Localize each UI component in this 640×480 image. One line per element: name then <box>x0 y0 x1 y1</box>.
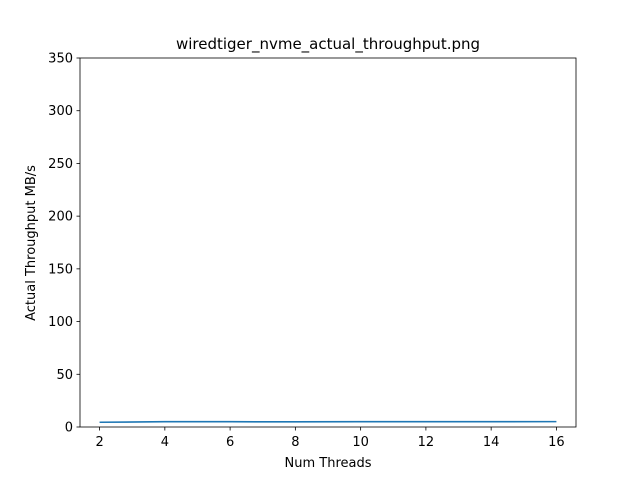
y-axis-label: Actual Throughput MB/s <box>24 165 39 321</box>
y-tick-label: 350 <box>48 52 73 67</box>
y-tick-label: 150 <box>48 262 73 277</box>
x-tick-label: 6 <box>226 435 234 450</box>
y-tick-label: 200 <box>48 210 73 225</box>
plot-area: 2 4 6 8 10 12 14 16 0 50 100 150 200 250 300 350 <box>48 52 577 450</box>
y-tick-label: 300 <box>48 104 73 119</box>
chart-title: wiredtiger_nvme_actual_throughput.png <box>176 35 480 54</box>
y-tick-label: 50 <box>56 368 73 383</box>
y-tick-label: 250 <box>48 157 73 172</box>
x-tick-label: 4 <box>161 435 169 450</box>
x-tick-label: 8 <box>291 435 299 450</box>
x-tick-label: 2 <box>95 435 103 450</box>
axes-frame <box>79 57 577 428</box>
x-tick-label: 16 <box>548 435 565 450</box>
x-tick-label: 10 <box>352 435 369 450</box>
x-tick-label: 12 <box>418 435 435 450</box>
y-tick-label: 100 <box>48 315 73 330</box>
x-tick-label: 14 <box>483 435 500 450</box>
series-line <box>99 420 557 424</box>
y-tick-label: 0 <box>65 421 73 436</box>
x-axis-label: Num Threads <box>285 456 372 471</box>
